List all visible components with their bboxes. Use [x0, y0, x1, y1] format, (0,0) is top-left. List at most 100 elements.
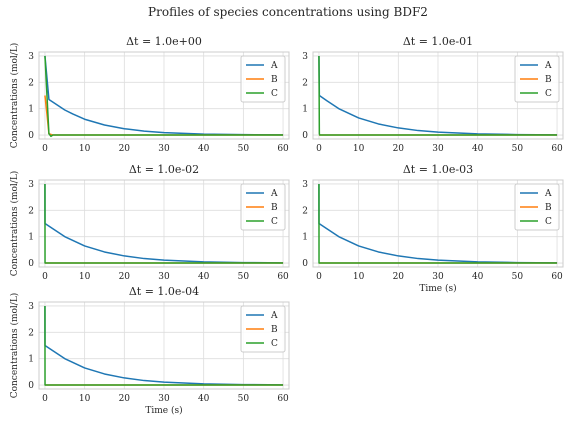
y-tick-label: 3 [28, 302, 34, 312]
y-tick-label: 0 [28, 131, 34, 141]
y-tick-label: 1 [28, 105, 34, 115]
x-tick-label: 10 [353, 272, 365, 282]
x-tick-label: 0 [42, 272, 48, 282]
x-tick-label: 10 [79, 394, 91, 404]
legend-label-A: A [544, 189, 552, 199]
x-tick-label: 50 [238, 144, 250, 154]
legend-label-C: C [545, 217, 552, 227]
x-tick-label: 60 [551, 272, 563, 282]
y-tick-label: 3 [302, 180, 308, 190]
legend-label-B: B [545, 203, 552, 213]
x-tick-label: 20 [393, 144, 405, 154]
subplot-title: Δt = 1.0e-01 [403, 35, 473, 48]
y-tick-label: 2 [28, 78, 34, 88]
y-axis-label: Concentrations (mol/L) [9, 43, 20, 149]
y-tick-label: 3 [28, 180, 34, 190]
y-tick-label: 1 [28, 233, 34, 243]
y-tick-label: 1 [28, 355, 34, 365]
plot-frame [312, 179, 564, 268]
subplot-title: Δt = 1.0e-02 [129, 163, 199, 176]
legend-label-C: C [545, 89, 552, 99]
x-axis-label: Time (s) [145, 405, 182, 416]
x-tick-label: 40 [198, 272, 210, 282]
x-tick-label: 50 [512, 144, 524, 154]
series-line-A [44, 55, 284, 136]
x-tick-label: 30 [432, 144, 444, 154]
legend-label-A: A [270, 61, 278, 71]
x-tick-label: 30 [158, 144, 170, 154]
x-tick-label: 40 [198, 144, 210, 154]
series-line-A [318, 55, 558, 136]
legend: ABC [240, 55, 286, 103]
y-tick-label: 3 [28, 52, 34, 62]
x-tick-label: 60 [277, 144, 289, 154]
y-tick-label: 3 [302, 52, 308, 62]
y-tick-label: 2 [302, 78, 308, 88]
subplot-title: Δt = 1.0e+00 [126, 35, 202, 48]
legend-label-B: B [271, 325, 278, 335]
legend-label-A: A [270, 189, 278, 199]
plot-frame [38, 179, 290, 268]
legend-label-B: B [271, 75, 278, 85]
subplot-3: 0 10 20 30 40 50 60 0 1 2 3 Δt = 1.0e-02 Concentrati… [9, 163, 290, 282]
x-tick-label: 50 [238, 272, 250, 282]
subplot-title: Δt = 1.0e-04 [129, 285, 199, 298]
legend-label-C: C [271, 217, 278, 227]
legend-label-A: A [270, 311, 278, 321]
x-tick-label: 60 [277, 272, 289, 282]
y-tick-label: 0 [302, 131, 308, 141]
legend-label-C: C [271, 89, 278, 99]
series-line-C [318, 55, 558, 136]
series-line-C [318, 183, 558, 264]
figure-suptitle: Profiles of species concentrations using… [148, 5, 428, 19]
x-tick-label: 0 [316, 144, 322, 154]
x-tick-label: 20 [119, 394, 131, 404]
x-tick-label: 10 [79, 144, 91, 154]
legend-label-C: C [271, 339, 278, 349]
series-line-A [318, 183, 558, 264]
x-axis-label: Time (s) [419, 283, 456, 294]
x-tick-label: 20 [119, 272, 131, 282]
legend-label-B: B [271, 203, 278, 213]
plot-frame [38, 51, 290, 140]
series-line-C [44, 183, 284, 264]
y-tick-label: 2 [28, 206, 34, 216]
x-tick-label: 0 [42, 394, 48, 404]
subplot-title: Δt = 1.0e-03 [403, 163, 473, 176]
legend-label-A: A [544, 61, 552, 71]
x-tick-label: 0 [316, 272, 322, 282]
x-tick-label: 40 [472, 144, 484, 154]
x-tick-label: 30 [158, 394, 170, 404]
legend: ABC [240, 305, 286, 353]
subplot-2: 0 10 20 30 40 50 60 0 1 2 3 Δt = 1.0e-01 ABC [302, 35, 564, 154]
x-tick-label: 0 [42, 144, 48, 154]
y-tick-label: 0 [28, 381, 34, 391]
subplot-1: 0 10 20 30 40 50 60 0 1 2 3 Δt = 1.0e+00 Concentrati… [9, 35, 290, 154]
y-tick-label: 0 [28, 259, 34, 269]
x-tick-label: 10 [79, 272, 91, 282]
x-tick-label: 40 [198, 394, 210, 404]
legend: ABC [514, 55, 560, 103]
x-tick-label: 60 [277, 394, 289, 404]
x-tick-label: 30 [432, 272, 444, 282]
legend: ABC [240, 183, 286, 231]
y-axis-label: Concentrations (mol/L) [9, 171, 20, 277]
y-tick-label: 1 [302, 233, 308, 243]
y-tick-label: 2 [28, 328, 34, 338]
y-tick-label: 1 [302, 105, 308, 115]
x-tick-label: 50 [238, 394, 250, 404]
x-tick-label: 50 [512, 272, 524, 282]
x-tick-label: 60 [551, 144, 563, 154]
y-tick-label: 2 [302, 206, 308, 216]
legend: ABC [514, 183, 560, 231]
x-tick-label: 40 [472, 272, 484, 282]
subplot-5: 0 10 20 30 40 50 60 0 1 2 3 Δt = 1.0e-04 Time (s) Con… [9, 285, 290, 416]
legend-label-B: B [545, 75, 552, 85]
subplot-4: 0 10 20 30 40 50 60 0 1 2 3 Δt = 1.0e-03 Time (s) ABC [302, 163, 564, 294]
series-line-A [44, 305, 284, 386]
series-line-C [44, 305, 284, 386]
plot-frame [312, 51, 564, 140]
x-tick-label: 30 [158, 272, 170, 282]
